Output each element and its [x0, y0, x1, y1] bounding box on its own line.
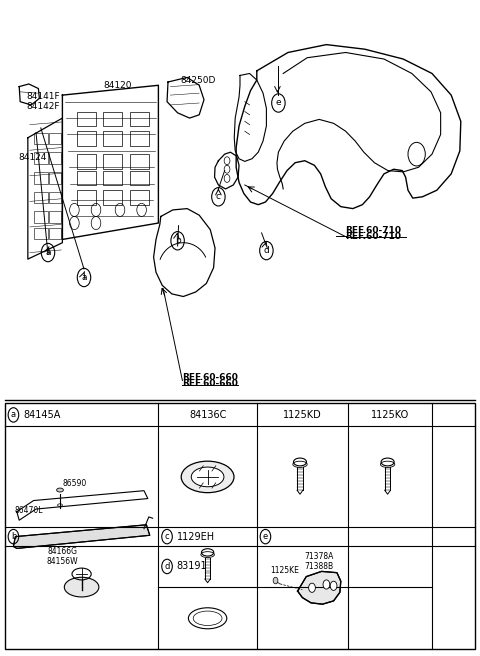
Bar [34, 133, 48, 144]
Text: d: d [264, 246, 269, 255]
Bar [130, 171, 149, 185]
Text: e: e [276, 98, 281, 108]
Bar [77, 171, 96, 185]
Bar [49, 172, 61, 184]
Circle shape [323, 580, 330, 589]
Bar [34, 228, 48, 239]
Bar [49, 152, 61, 164]
Text: b: b [175, 236, 180, 245]
Bar [34, 211, 48, 223]
Bar [5, 403, 475, 649]
Bar [34, 192, 48, 203]
Text: 83191: 83191 [177, 562, 207, 571]
Text: a: a [81, 273, 87, 282]
Text: REF.60-660: REF.60-660 [182, 379, 238, 388]
Text: 1125KE: 1125KE [270, 565, 299, 575]
Text: d: d [164, 562, 170, 571]
Bar [77, 190, 96, 205]
Text: e: e [263, 532, 268, 541]
Text: 84120: 84120 [103, 81, 132, 90]
Bar [34, 172, 48, 184]
Ellipse shape [191, 467, 224, 487]
Circle shape [309, 583, 315, 592]
Text: 84145A: 84145A [23, 410, 60, 420]
Text: a: a [11, 411, 16, 419]
Bar [103, 112, 122, 126]
Text: 84166G
84156W: 84166G 84156W [47, 546, 78, 566]
Bar [34, 152, 48, 164]
Text: c: c [216, 192, 221, 201]
Ellipse shape [64, 577, 99, 597]
Text: b: b [11, 532, 16, 541]
Bar [130, 112, 149, 126]
Bar [103, 131, 122, 146]
Text: 84250D: 84250D [180, 75, 216, 85]
Text: 1125KO: 1125KO [371, 410, 409, 420]
Bar [77, 131, 96, 146]
Text: 1129EH: 1129EH [177, 531, 215, 542]
Text: REF.60-710: REF.60-710 [346, 226, 402, 235]
Text: 86470L: 86470L [14, 506, 43, 515]
Text: 84141F
84142F: 84141F 84142F [26, 92, 60, 112]
Bar [103, 154, 122, 169]
Circle shape [273, 577, 278, 584]
Text: 84136C: 84136C [189, 410, 226, 420]
Text: a: a [45, 248, 51, 257]
Bar [103, 190, 122, 205]
Bar [77, 154, 96, 169]
Circle shape [330, 581, 337, 590]
Ellipse shape [57, 488, 63, 492]
Bar [77, 112, 96, 126]
Bar [49, 133, 61, 144]
Bar [130, 131, 149, 146]
Polygon shape [298, 571, 341, 604]
Text: 71378A
71388B: 71378A 71388B [304, 552, 334, 571]
Text: 84124: 84124 [18, 153, 47, 162]
Polygon shape [13, 525, 150, 548]
Bar [103, 171, 122, 185]
Text: 86590: 86590 [62, 479, 87, 488]
Text: 1125KD: 1125KD [283, 410, 322, 420]
Bar [49, 192, 61, 203]
Bar [130, 190, 149, 205]
Bar [49, 228, 61, 239]
Bar [130, 154, 149, 169]
Bar [49, 211, 61, 223]
Text: REF.60-710: REF.60-710 [346, 232, 402, 241]
Ellipse shape [181, 461, 234, 493]
Text: REF.60-660: REF.60-660 [182, 373, 238, 382]
Text: c: c [165, 532, 169, 541]
